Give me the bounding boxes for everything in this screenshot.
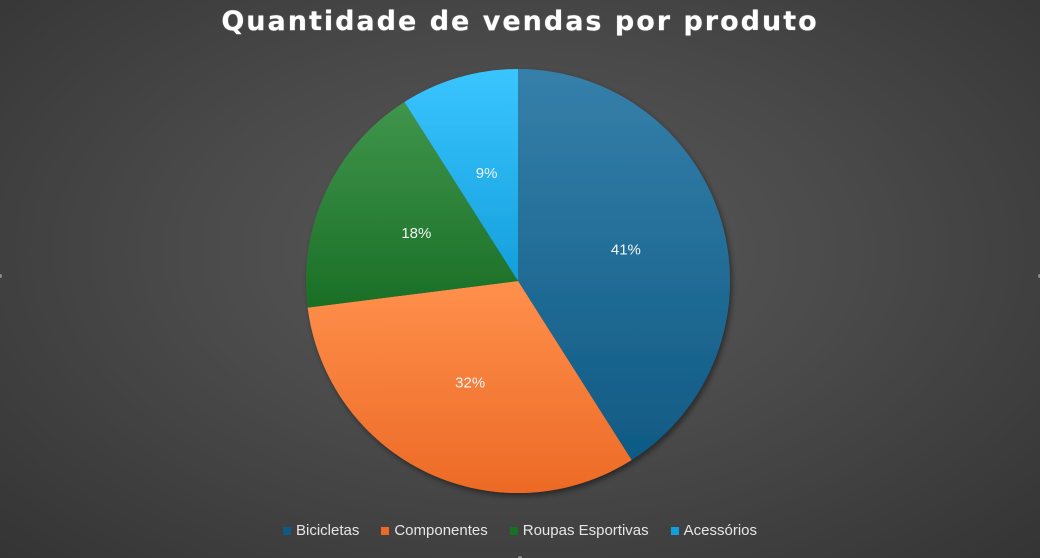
legend-label: Acessórios [684, 522, 757, 539]
data-label-roupas-esportivas: 18% [401, 225, 431, 242]
legend-swatch [671, 527, 679, 535]
data-label-acessórios: 9% [476, 165, 498, 182]
legend-item-componentes[interactable]: Componentes [381, 522, 487, 539]
legend-label: Bicicletas [296, 522, 359, 539]
legend-swatch [381, 527, 389, 535]
legend-item-acessórios[interactable]: Acessórios [671, 522, 757, 539]
legend: Bicicletas Componentes Roupas Esportivas Ac… [0, 522, 1040, 539]
legend-label: Roupas Esportivas [523, 522, 649, 539]
legend-swatch [283, 527, 291, 535]
legend-label: Componentes [394, 522, 487, 539]
legend-swatch [510, 527, 518, 535]
data-label-componentes: 32% [455, 375, 485, 392]
legend-item-roupas-esportivas[interactable]: Roupas Esportivas [510, 522, 649, 539]
data-label-bicicletas: 41% [611, 242, 641, 259]
legend-item-bicicletas[interactable]: Bicicletas [283, 522, 359, 539]
